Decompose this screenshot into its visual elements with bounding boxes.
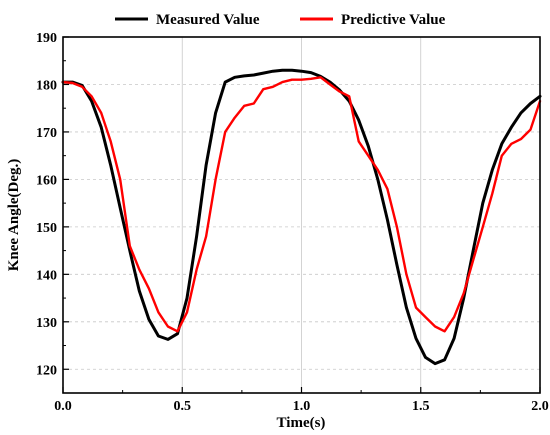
series-line-predictive	[61, 76, 542, 333]
x-tick-label: 1.5	[412, 399, 430, 414]
y-tick-label: 190	[36, 31, 57, 46]
series-line-measured	[61, 68, 542, 366]
series-layer	[61, 68, 542, 366]
x-tick-label: 0.0	[54, 399, 72, 414]
x-tick-label: 0.5	[174, 399, 192, 414]
x-tick-label: 1.0	[293, 399, 311, 414]
y-axis-label: Knee Angle(Deg.)	[6, 159, 22, 271]
y-tick-label: 180	[36, 78, 57, 93]
legend-label-predictive: Predictive Value	[341, 12, 446, 28]
grid-lines	[63, 37, 540, 393]
axis-ticks: 120 130 140 150 160 170 180 190 0.0 0.5 1.0 1.5 2.0	[36, 31, 549, 414]
legend-label-measured: Measured Value	[156, 12, 260, 28]
y-tick-label: 140	[36, 268, 57, 283]
y-tick-label: 120	[36, 363, 57, 378]
y-tick-label: 160	[36, 173, 57, 188]
x-axis-label: Time(s)	[277, 415, 326, 431]
y-tick-label: 170	[36, 126, 57, 141]
legend: Measured Value Predictive Value	[115, 12, 446, 28]
x-tick-label: 2.0	[531, 399, 549, 414]
y-tick-label: 150	[36, 221, 57, 236]
y-tick-label: 130	[36, 316, 57, 331]
